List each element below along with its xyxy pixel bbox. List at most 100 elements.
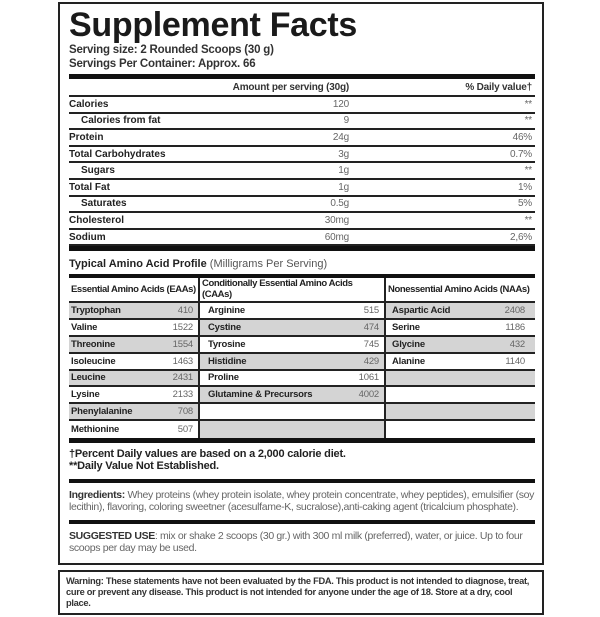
amino-name: Arginine (208, 305, 245, 317)
amino-value: 1463 (172, 355, 194, 367)
amino-column-header: Nonessential Amino Acids (NAAs) (386, 278, 535, 304)
amino-name: Isoleucine (71, 355, 116, 367)
amino-subtitle: (Milligrams Per Serving) (209, 258, 328, 271)
nutrient-dv: 0.7% (510, 148, 532, 160)
amino-name: Lysine (71, 389, 100, 401)
nutrient-amount: 0.5g (330, 198, 349, 210)
nutrient-amount: 1g (338, 181, 349, 193)
suggested-use-label: SUGGESTED USE (69, 529, 155, 542)
divider (69, 246, 535, 252)
nutrient-name: Total Fat (69, 181, 110, 193)
amino-name: Aspartic Acid (392, 305, 451, 317)
nutrition-table: Amount per serving (30g) % Daily value† … (69, 79, 535, 247)
amino-row (386, 370, 535, 388)
amino-name: Alanine (392, 355, 425, 367)
nutrient-name: Sodium (69, 231, 106, 243)
amino-title-text: Typical Amino Acid Profile (69, 258, 207, 271)
nutrient-dv: ** (524, 214, 533, 226)
amino-row: Alanine 1140 (386, 354, 535, 371)
divider (69, 74, 535, 79)
nutrition-row: Calories from fat 9 ** (69, 114, 535, 131)
ingredients: Ingredients: Whey proteins (whey protein… (69, 483, 535, 524)
amino-row (386, 387, 535, 405)
amino-row: Threonine 1554 (69, 336, 198, 354)
nutrition-row: Calories 120 ** (69, 97, 535, 114)
nutrient-dv: ** (524, 165, 533, 177)
nutrition-row: Sugars 1g ** (69, 163, 535, 180)
amino-name: Valine (71, 322, 98, 334)
amino-column: Conditionally Essential Amino Acids (CAA… (200, 278, 386, 438)
nutrition-header: Amount per serving (30g) % Daily value† (69, 79, 535, 97)
nutrition-row: Cholesterol 30mg ** (69, 213, 535, 230)
nutrient-dv: 46% (512, 131, 533, 143)
nutrient-name: Total Carbohydrates (69, 148, 166, 160)
amino-column-header: Conditionally Essential Amino Acids (CAA… (200, 278, 384, 304)
warning: Warning: These statements have not been … (58, 569, 544, 615)
nutrient-amount: 1g (338, 165, 349, 177)
amino-value: 1522 (172, 322, 194, 334)
amino-column: Nonessential Amino Acids (NAAs) Aspartic … (386, 278, 535, 437)
amino-acid-table: Essential Amino Acids (EAAs) Tryptophan 41… (69, 274, 535, 443)
amino-row: Histidine 429 (200, 353, 384, 371)
suggested-use: SUGGESTED USE: mix or shake 2 scoops (30… (69, 524, 535, 561)
amino-value: 2133 (172, 389, 194, 401)
nutrient-name: Calories (69, 98, 109, 110)
amino-value: 410 (177, 305, 193, 317)
title: Supplement Facts (69, 6, 358, 44)
nutrient-name: Cholesterol (69, 214, 125, 226)
amino-name: Glycine (392, 338, 425, 350)
amino-value: 1554 (172, 338, 194, 350)
amino-row: Phenylalanine 708 (69, 404, 198, 421)
amount-header: Amount per serving (30g) (232, 81, 350, 93)
amino-row: Cystine 474 (200, 320, 384, 337)
footnotes: †Percent Daily values are based on a 2,0… (69, 448, 535, 483)
amino-name: Threonine (71, 338, 116, 350)
nutrient-dv: ** (524, 98, 533, 110)
nutrient-name: Calories from fat (81, 115, 161, 127)
amino-value: 1061 (358, 372, 380, 384)
nutrient-amount: 120 (332, 98, 349, 110)
servings-per-container: Servings Per Container: Approx. 66 (69, 58, 256, 70)
amino-row: Tyrosine 745 (200, 337, 384, 354)
amino-value: 2431 (172, 372, 194, 384)
amino-row: Glutamine & Precursors 4002 (200, 387, 384, 405)
amino-row: Leucine 2431 (69, 370, 198, 388)
footnote-dv: †Percent Daily values are based on a 2,0… (69, 447, 346, 460)
nutrient-dv: 1% (517, 181, 532, 193)
nutrient-name: Protein (69, 131, 104, 143)
amino-value: 515 (363, 305, 379, 317)
footnote-not-established: **Daily Value Not Established. (69, 460, 219, 473)
amino-name: Leucine (71, 372, 106, 384)
nutrient-amount: 30mg (324, 214, 349, 226)
amino-value: 432 (509, 338, 525, 350)
nutrition-row: Saturates 0.5g 5% (69, 197, 535, 214)
amino-row: Proline 1061 (200, 371, 384, 388)
amino-name: Histidine (208, 355, 247, 367)
amino-value: 1186 (505, 322, 525, 334)
nutrient-dv: ** (524, 115, 533, 127)
nutrition-row: Protein 24g 46% (69, 130, 535, 147)
amino-value: 708 (177, 406, 193, 418)
amino-name: Methionine (71, 423, 120, 435)
amino-row: Lysine 2133 (69, 387, 198, 405)
amino-row: Glycine 432 (386, 336, 535, 354)
amino-row: Arginine 515 (200, 303, 384, 321)
amino-row: Tryptophan 410 (69, 303, 198, 321)
nutrient-amount: 9 (343, 115, 350, 127)
amino-name: Tryptophan (71, 305, 121, 317)
amino-name: Serine (392, 322, 420, 334)
amino-row: Isoleucine 1463 (69, 354, 198, 371)
nutrient-dv: 2,6% (510, 231, 532, 243)
serving-size: Serving size: 2 Rounded Scoops (30 g) (69, 44, 274, 56)
amino-value: 1140 (505, 355, 525, 367)
nutrient-name: Sugars (81, 165, 115, 177)
amino-column-header: Essential Amino Acids (EAAs) (69, 278, 198, 304)
nutrient-amount: 3g (338, 148, 349, 160)
amino-row: Serine 1186 (386, 320, 535, 337)
amino-row (386, 404, 535, 421)
amino-row: Aspartic Acid 2408 (386, 303, 535, 321)
nutrient-name: Saturates (81, 198, 127, 210)
ingredients-label: Ingredients: (69, 488, 125, 501)
amino-value: 4002 (358, 389, 380, 401)
